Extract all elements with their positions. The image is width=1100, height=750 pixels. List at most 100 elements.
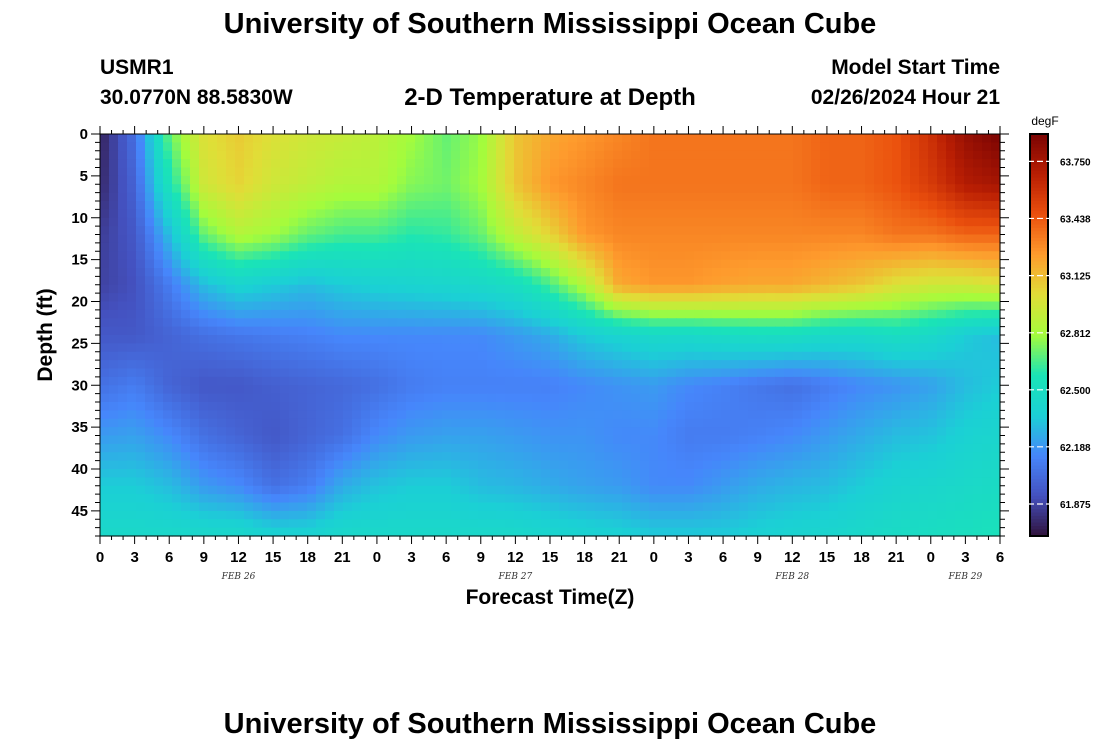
heatmap-cell: [784, 150, 794, 160]
heatmap-cell: [271, 469, 281, 478]
heatmap-cell: [973, 134, 983, 143]
heatmap-cell: [883, 251, 893, 261]
heatmap-cell: [622, 251, 632, 261]
heatmap-cell: [235, 494, 245, 504]
heatmap-cell: [361, 460, 371, 470]
heatmap-cell: [865, 134, 875, 143]
heatmap-cell: [163, 519, 173, 529]
heatmap-cell: [865, 234, 875, 244]
heatmap-cell: [577, 293, 587, 303]
heatmap-cell: [892, 284, 902, 294]
heatmap-cell: [109, 259, 119, 269]
heatmap-cell: [802, 519, 812, 529]
heatmap-cell: [541, 393, 551, 403]
heatmap-cell: [748, 443, 758, 453]
heatmap-cell: [820, 477, 830, 487]
heatmap-cell: [163, 259, 173, 269]
heatmap-cell: [298, 335, 308, 344]
heatmap-cell: [829, 167, 839, 177]
heatmap-cell: [199, 360, 209, 370]
heatmap-cell: [595, 159, 605, 169]
heatmap-cell: [856, 477, 866, 487]
heatmap-cell: [262, 167, 272, 177]
heatmap-cell: [271, 276, 281, 286]
heatmap-cell: [181, 443, 191, 453]
heatmap-cell: [937, 368, 947, 378]
heatmap-cell: [559, 494, 569, 504]
heatmap-cell: [937, 234, 947, 244]
heatmap-cell: [883, 494, 893, 504]
heatmap-cell: [991, 326, 1001, 336]
heatmap-cell: [676, 335, 686, 344]
heatmap-cell: [874, 402, 884, 411]
heatmap-cell: [514, 402, 524, 411]
heatmap-cell: [937, 418, 947, 428]
heatmap-cell: [505, 376, 515, 386]
heatmap-cell: [235, 326, 245, 336]
heatmap-cell: [613, 201, 623, 210]
heatmap-cell: [658, 242, 668, 252]
heatmap-cell: [523, 469, 533, 478]
heatmap-cell: [118, 376, 128, 386]
heatmap-cell: [163, 452, 173, 462]
heatmap-cell: [154, 427, 164, 437]
heatmap-cell: [253, 192, 263, 202]
heatmap-cell: [253, 150, 263, 160]
heatmap-cell: [505, 301, 515, 311]
heatmap-cell: [523, 494, 533, 504]
heatmap-cell: [280, 175, 290, 185]
heatmap-cell: [496, 150, 506, 160]
heatmap-cell: [694, 510, 704, 520]
heatmap-cell: [748, 485, 758, 495]
heatmap-cell: [226, 494, 236, 504]
heatmap-cell: [712, 167, 722, 177]
heatmap-cell: [307, 418, 317, 428]
heatmap-cell: [973, 410, 983, 420]
heatmap-cell: [100, 335, 110, 344]
heatmap-cell: [730, 167, 740, 177]
heatmap-cell: [541, 192, 551, 202]
heatmap-cell: [973, 460, 983, 470]
heatmap-cell: [127, 309, 137, 319]
heatmap-cell: [550, 351, 560, 361]
heatmap-cell: [910, 242, 920, 252]
heatmap-cell: [757, 376, 767, 386]
heatmap-cell: [667, 460, 677, 470]
heatmap-cell: [712, 485, 722, 495]
heatmap-cell: [775, 201, 785, 210]
heatmap-cell: [199, 167, 209, 177]
heatmap-cell: [325, 201, 335, 210]
heatmap-cell: [550, 268, 560, 277]
heatmap-cell: [694, 150, 704, 160]
heatmap-cell: [622, 435, 632, 445]
heatmap-cell: [226, 460, 236, 470]
heatmap-cell: [244, 418, 254, 428]
heatmap-cell: [919, 201, 929, 210]
heatmap-cell: [784, 259, 794, 269]
heatmap-cell: [487, 150, 497, 160]
heatmap-cell: [181, 226, 191, 236]
heatmap-cell: [100, 301, 110, 311]
heatmap-cell: [334, 443, 344, 453]
heatmap-cell: [235, 443, 245, 453]
heatmap-cell: [415, 376, 425, 386]
heatmap-cell: [640, 351, 650, 361]
heatmap-cell: [667, 301, 677, 311]
heatmap-cell: [721, 301, 731, 311]
heatmap-cell: [757, 259, 767, 269]
heatmap-cell: [613, 343, 623, 353]
heatmap-cell: [595, 175, 605, 185]
heatmap-cell: [109, 276, 119, 286]
heatmap-cell: [307, 527, 317, 537]
heatmap-cell: [424, 326, 434, 336]
heatmap-cell: [991, 435, 1001, 445]
heatmap-cell: [361, 360, 371, 370]
heatmap-cell: [676, 402, 686, 411]
heatmap-cell: [685, 134, 695, 143]
heatmap-cell: [883, 201, 893, 210]
heatmap-cell: [631, 293, 641, 303]
heatmap-cell: [298, 485, 308, 495]
heatmap-cell: [190, 251, 200, 261]
heatmap-cell: [325, 376, 335, 386]
heatmap-cell: [856, 502, 866, 512]
